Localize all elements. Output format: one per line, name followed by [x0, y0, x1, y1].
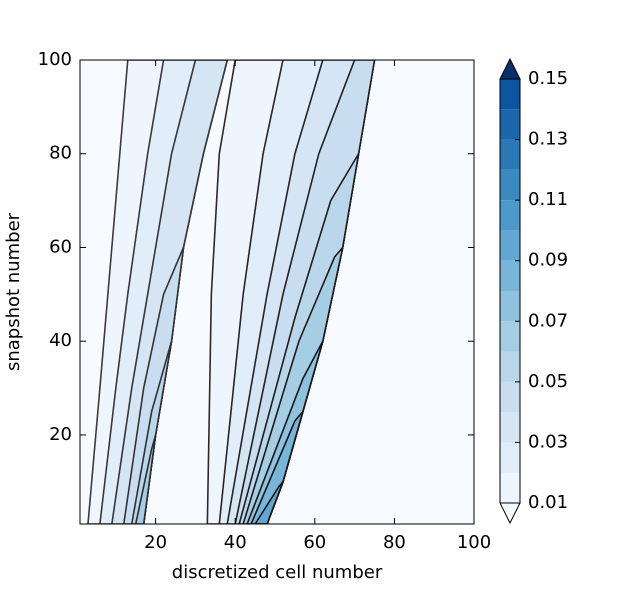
contour-region [134, 434, 157, 524]
colorbar-frame [499, 78, 521, 504]
x-tick-label: 60 [303, 532, 326, 553]
colorbar-band [500, 109, 520, 140]
x-tick-label: 100 [457, 532, 491, 553]
contour-region [250, 410, 304, 524]
colorbar-band [500, 472, 520, 503]
colorbar-band [500, 442, 520, 473]
plot-frame [79, 59, 475, 525]
x-axis-label: discretized cell number [172, 562, 383, 583]
colorbar-tick-label: 0.15 [528, 68, 568, 89]
colorbar-tick-label: 0.09 [528, 250, 568, 271]
x-tick-label: 80 [383, 532, 406, 553]
colorbar-band [500, 260, 520, 291]
colorbar-tick-label: 0.07 [528, 310, 568, 331]
y-tick-label: 20 [49, 424, 72, 445]
contour-region [254, 481, 284, 524]
colorbar-band [500, 230, 520, 261]
y-axis-label: snapshot number [3, 212, 24, 371]
colorbar-band [500, 79, 520, 110]
colorbar-band [500, 321, 520, 352]
x-tick-label: 20 [144, 532, 167, 553]
colorbar-band [500, 412, 520, 443]
colorbar-tick-label: 0.03 [528, 431, 568, 452]
y-tick-label: 80 [49, 143, 72, 164]
colorbar-band [500, 200, 520, 231]
colorbar-tick-label: 0.05 [528, 371, 568, 392]
y-tick-label: 40 [49, 330, 72, 351]
colorbar-band [500, 291, 520, 322]
colorbar-band [500, 139, 520, 170]
colorbar-tick-label: 0.13 [528, 129, 568, 150]
y-tick-label: 60 [49, 236, 72, 257]
contour-region [130, 340, 173, 524]
colorbar-over [499, 57, 521, 80]
colorbar-tick-label: 0.01 [528, 492, 568, 513]
colorbar-band [500, 381, 520, 413]
y-tick-label: 100 [38, 49, 72, 70]
colorbar-under [499, 502, 521, 525]
colorbar-tick-label: 0.11 [528, 189, 568, 210]
x-tick-label: 40 [224, 532, 247, 553]
colorbar-band [500, 169, 520, 201]
colorbar-band [500, 351, 520, 382]
